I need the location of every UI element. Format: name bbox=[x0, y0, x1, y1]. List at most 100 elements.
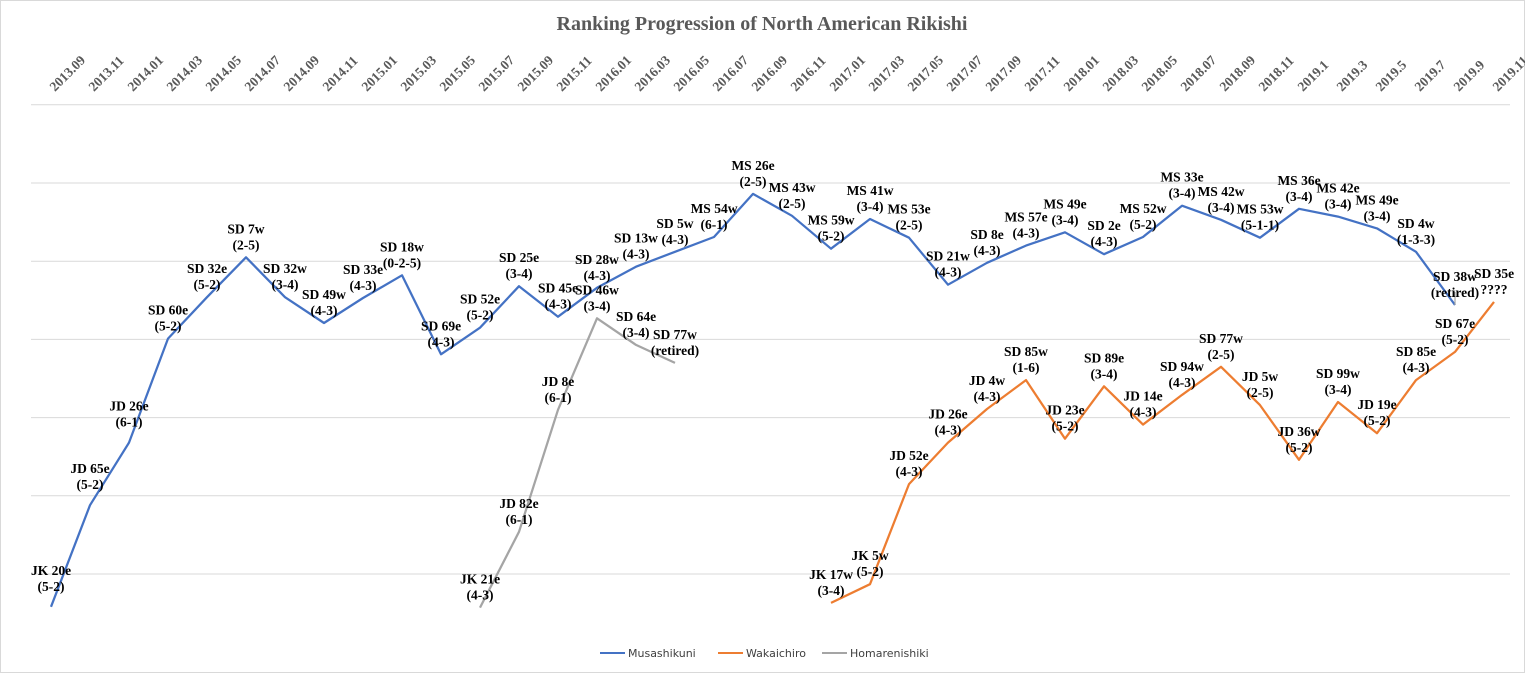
x-tick-label: 2015.07 bbox=[476, 52, 518, 94]
series-line-musashikuni bbox=[49, 192, 1456, 608]
data-label: SD 28w(4-3) bbox=[575, 252, 619, 283]
data-label-record: (6-1) bbox=[506, 512, 533, 527]
data-label-record: (5-2) bbox=[818, 229, 845, 244]
data-label: JK 17w(3-4) bbox=[809, 567, 853, 598]
data-label-rank: JK 20e bbox=[31, 563, 71, 578]
data-label-rank: SD 46w bbox=[575, 282, 619, 297]
data-label-rank: SD 77w bbox=[653, 327, 697, 342]
data-label-rank: JD 26e bbox=[109, 399, 148, 414]
data-label-record: (3-4) bbox=[818, 583, 845, 598]
data-label-rank: SD 99w bbox=[1316, 366, 1360, 381]
x-tick-label: 2017.11 bbox=[1022, 53, 1063, 94]
data-label: MS 42w(3-4) bbox=[1198, 184, 1245, 215]
legend-item-musashikuni[interactable]: Musashikuni bbox=[600, 647, 696, 660]
data-label-rank: SD 45e bbox=[538, 281, 578, 296]
data-label: MS 59w(5-2) bbox=[808, 213, 855, 244]
legend: Musashikuni Wakaichiro Homarenishiki bbox=[600, 647, 929, 660]
legend-item-wakaichiro[interactable]: Wakaichiro bbox=[718, 647, 806, 660]
data-label: SD 2e(4-3) bbox=[1087, 218, 1120, 249]
data-label-rank: JK 5w bbox=[851, 548, 888, 563]
data-label-rank: JD 19e bbox=[1357, 397, 1396, 412]
data-label: JD 82e(6-1) bbox=[499, 496, 538, 527]
legend-item-homarenishiki[interactable]: Homarenishiki bbox=[822, 647, 929, 660]
data-label: JK 21e(4-3) bbox=[460, 572, 500, 603]
x-tick-label: 2014.03 bbox=[164, 52, 206, 94]
data-label-record: (5-2) bbox=[1442, 332, 1469, 347]
data-label: JD 52e(4-3) bbox=[889, 448, 928, 479]
data-label: SD 67e(5-2) bbox=[1435, 316, 1475, 347]
data-label: JD 19e(5-2) bbox=[1357, 397, 1396, 428]
chart-title: Ranking Progression of North American Ri… bbox=[557, 13, 968, 35]
data-label-record: (4-3) bbox=[896, 464, 923, 479]
data-label-record: (5-2) bbox=[1286, 440, 1313, 455]
data-label-record: (4-3) bbox=[1091, 234, 1118, 249]
data-label: MS 42e(3-4) bbox=[1316, 181, 1359, 212]
data-label-record: (4-3) bbox=[1013, 226, 1040, 241]
data-label: MS 49e(3-4) bbox=[1355, 192, 1398, 223]
data-label-record: (4-3) bbox=[311, 303, 338, 318]
x-axis-tick-labels: 2013.092013.112014.012014.032014.052014.… bbox=[47, 52, 1525, 94]
data-label-record: (4-3) bbox=[935, 265, 962, 280]
data-label-record: ???? bbox=[1481, 282, 1508, 297]
data-label: SD 4w(1-3-3) bbox=[1397, 216, 1435, 247]
data-label: SD 77w(retired) bbox=[651, 327, 699, 358]
x-tick-label: 2017.09 bbox=[983, 52, 1025, 94]
data-label-rank: MS 54w bbox=[691, 201, 738, 216]
series-line-homarenishiki bbox=[478, 317, 676, 609]
data-label: SD 64e(3-4) bbox=[616, 309, 656, 340]
data-labels: JK 20e(5-2)JD 65e(5-2)JD 26e(6-1)SD 60e(… bbox=[31, 158, 1514, 603]
data-label: JD 36w(5-2) bbox=[1277, 424, 1320, 455]
data-label: JD 65e(5-2) bbox=[70, 461, 109, 492]
data-label-rank: MS 59w bbox=[808, 213, 855, 228]
data-label: SD 94w(4-3) bbox=[1160, 359, 1204, 390]
data-label-rank: SD 2e bbox=[1087, 218, 1120, 233]
x-tick-label: 2014.01 bbox=[125, 52, 167, 94]
data-label-rank: JD 65e bbox=[70, 461, 109, 476]
data-label: JD 8e(6-1) bbox=[542, 374, 575, 405]
x-tick-label: 2015.11 bbox=[554, 53, 595, 94]
data-label-rank: MS 52w bbox=[1120, 201, 1167, 216]
data-label-rank: SD 52e bbox=[460, 292, 500, 307]
x-tick-label: 2015.05 bbox=[437, 52, 479, 94]
data-label: JD 26e(6-1) bbox=[109, 399, 148, 430]
data-label: MS 53e(2-5) bbox=[887, 202, 930, 233]
x-tick-label: 2016.09 bbox=[749, 52, 791, 94]
data-label: SD 60e(5-2) bbox=[148, 303, 188, 334]
data-label-record: (5-1-1) bbox=[1241, 218, 1279, 233]
x-tick-label: 2016.07 bbox=[710, 52, 752, 94]
data-label-record: (4-3) bbox=[350, 278, 377, 293]
data-label-rank: JK 21e bbox=[460, 572, 500, 587]
legend-label: Wakaichiro bbox=[746, 647, 806, 660]
x-tick-label: 2016.01 bbox=[593, 52, 635, 94]
data-label-record: (5-2) bbox=[38, 579, 65, 594]
data-label-record: (retired) bbox=[1431, 285, 1479, 300]
data-label-record: (5-2) bbox=[857, 564, 884, 579]
data-label: MS 49e(3-4) bbox=[1043, 196, 1086, 227]
data-label-rank: MS 33e bbox=[1160, 170, 1203, 185]
data-label-record: (0-2-5) bbox=[383, 255, 421, 270]
data-label-record: (6-1) bbox=[545, 390, 572, 405]
data-label-record: (3-4) bbox=[272, 277, 299, 292]
data-label-rank: SD 32w bbox=[263, 261, 307, 276]
data-label-rank: JD 23e bbox=[1045, 403, 1084, 418]
data-label-record: (retired) bbox=[651, 343, 699, 358]
data-label: SD 25e(3-4) bbox=[499, 250, 539, 281]
x-tick-label: 2016.03 bbox=[632, 52, 674, 94]
data-label: MS 43w(2-5) bbox=[769, 180, 816, 211]
x-tick-label: 2014.09 bbox=[281, 52, 323, 94]
x-tick-label: 2017.03 bbox=[866, 52, 908, 94]
data-label-rank: SD 35e bbox=[1474, 266, 1514, 281]
data-label-record: (2-5) bbox=[896, 218, 923, 233]
series-lines bbox=[49, 192, 1495, 609]
data-label-record: (5-2) bbox=[1052, 419, 1079, 434]
data-label-rank: JD 52e bbox=[889, 448, 928, 463]
data-label-rank: MS 26e bbox=[731, 158, 774, 173]
data-label: MS 26e(2-5) bbox=[731, 158, 774, 189]
data-label: SD 45e(4-3) bbox=[538, 281, 578, 312]
data-label-record: (2-5) bbox=[1247, 385, 1274, 400]
data-label-rank: JD 82e bbox=[499, 496, 538, 511]
data-label-rank: SD 85e bbox=[1396, 344, 1436, 359]
data-label-rank: SD 32e bbox=[187, 261, 227, 276]
data-label: JK 5w(5-2) bbox=[851, 548, 888, 579]
